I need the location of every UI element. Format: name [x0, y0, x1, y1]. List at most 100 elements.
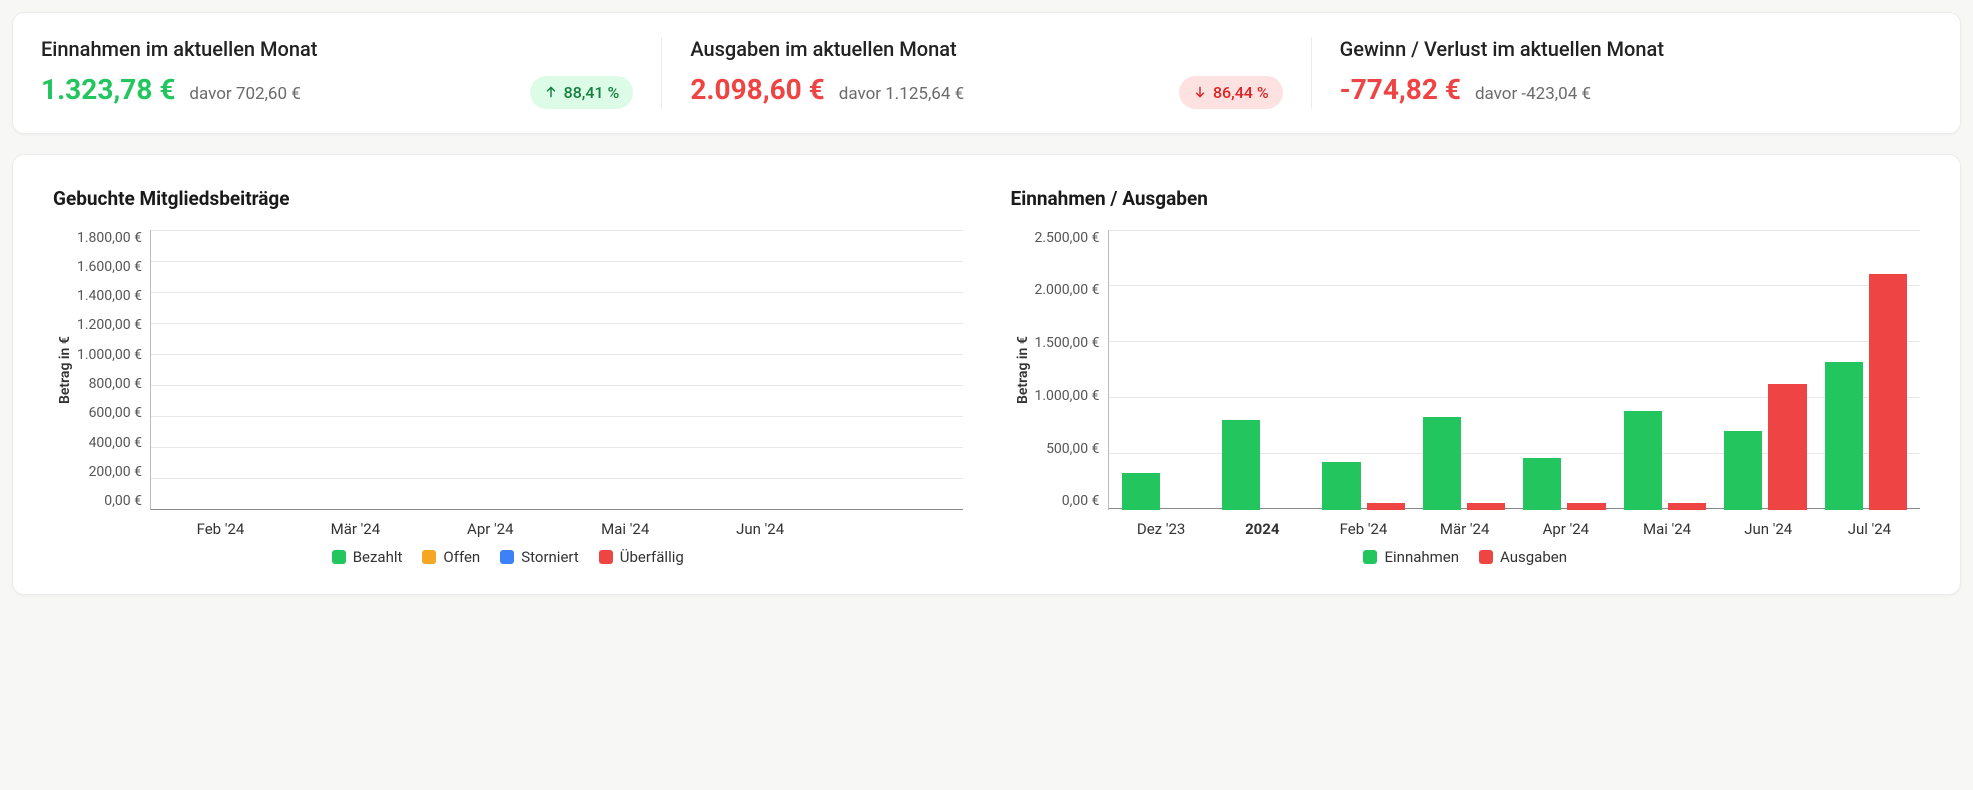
y-tick-label: 400,00 € [89, 435, 142, 451]
x-tick-label: Dez '23 [1111, 520, 1212, 538]
bar-einnahmen[interactable] [1322, 462, 1360, 509]
y-axis-ticks: 1.800,00 €1.600,00 €1.400,00 €1.200,00 €… [77, 230, 150, 510]
kpi-value: 1.323,78 € [41, 73, 175, 106]
kpi-title: Einnahmen im aktuellen Monat [41, 37, 633, 61]
bar-group [1414, 230, 1514, 510]
bar-einnahmen[interactable] [1624, 411, 1662, 510]
kpi-title: Gewinn / Verlust im aktuellen Monat [1340, 37, 1932, 61]
bar-slot [289, 230, 423, 510]
bar-ausgaben[interactable] [1668, 503, 1706, 510]
y-tick-label: 1.500,00 € [1035, 335, 1100, 351]
legend-swatch [332, 550, 346, 564]
legend-label: Offen [443, 548, 480, 566]
x-axis-ticks: Dez '232024Feb '24Mär '24Apr '24Mai '24J… [1011, 510, 1921, 538]
x-tick-label [828, 520, 963, 538]
kpi-previous: davor 1.125,64 € [839, 84, 964, 104]
bar-einnahmen[interactable] [1825, 362, 1863, 510]
y-tick-label: 200,00 € [89, 464, 142, 480]
legend-item[interactable]: Ausgaben [1479, 548, 1567, 566]
kpi-title: Ausgaben im aktuellen Monat [690, 37, 1282, 61]
kpi-delta-text: 86,44 % [1213, 83, 1269, 102]
chart-legend: Einnahmen Ausgaben [1011, 538, 1921, 566]
bar-einnahmen[interactable] [1122, 473, 1160, 510]
y-tick-label: 1.600,00 € [77, 259, 142, 275]
bar-slot [557, 230, 691, 510]
kpi-previous: davor 702,60 € [189, 84, 300, 104]
chart-plot [150, 230, 963, 510]
y-axis-label: Betrag in € [53, 230, 77, 510]
x-tick-label: Jul '24 [1819, 520, 1920, 538]
legend-label: Storniert [521, 548, 579, 566]
y-axis-ticks: 2.500,00 €2.000,00 €1.500,00 €1.000,00 €… [1035, 230, 1108, 510]
chart-title: Gebuchte Mitgliedsbeiträge [53, 187, 963, 210]
x-tick-label: Mai '24 [558, 520, 693, 538]
legend-item[interactable]: Offen [422, 548, 480, 566]
legend-item[interactable]: Storniert [500, 548, 579, 566]
x-tick-label: Mär '24 [1414, 520, 1515, 538]
bar-einnahmen[interactable] [1523, 458, 1561, 510]
y-axis-label: Betrag in € [1011, 230, 1035, 510]
bar-einnahmen[interactable] [1423, 417, 1461, 510]
bar-einnahmen[interactable] [1222, 420, 1260, 510]
kpi-block: Ausgaben im aktuellen Monat 2.098,60 € dav… [662, 37, 1311, 109]
x-tick-label: Jun '24 [693, 520, 828, 538]
x-tick-label: Mär '24 [288, 520, 423, 538]
bar-slot [691, 230, 825, 510]
x-tick-label: Mai '24 [1616, 520, 1717, 538]
arrow-up-icon [544, 85, 558, 99]
bar-group [1715, 230, 1815, 510]
kpi-delta-text: 88,41 % [564, 83, 620, 102]
kpi-card-row: Einnahmen im aktuellen Monat 1.323,78 € da… [12, 12, 1961, 134]
bar-ausgaben[interactable] [1869, 274, 1907, 509]
x-tick-label: Apr '24 [423, 520, 558, 538]
y-tick-label: 1.000,00 € [77, 347, 142, 363]
legend-label: Überfällig [620, 548, 684, 566]
bar-slot [825, 230, 959, 510]
chart-panel-membership-fees: Gebuchte Mitgliedsbeiträge Betrag in € 1… [53, 187, 963, 566]
y-tick-label: 0,00 € [1062, 493, 1100, 509]
bar-group [1113, 230, 1213, 510]
legend-swatch [1363, 550, 1377, 564]
legend-swatch [599, 550, 613, 564]
bar-group [1816, 230, 1916, 510]
y-tick-label: 1.200,00 € [77, 317, 142, 333]
bar-einnahmen[interactable] [1724, 431, 1762, 509]
y-tick-label: 0,00 € [104, 493, 142, 509]
kpi-delta-badge: 88,41 % [530, 76, 634, 109]
legend-swatch [1479, 550, 1493, 564]
x-tick-label: Feb '24 [1313, 520, 1414, 538]
x-tick-label: Feb '24 [153, 520, 288, 538]
y-tick-label: 800,00 € [89, 376, 142, 392]
kpi-previous: davor -423,04 € [1475, 84, 1591, 104]
y-tick-label: 1.000,00 € [1035, 388, 1100, 404]
y-tick-label: 600,00 € [89, 405, 142, 421]
chart-legend: Bezahlt Offen Storniert Überfällig [53, 538, 963, 566]
bar-group [1615, 230, 1715, 510]
charts-card: Gebuchte Mitgliedsbeiträge Betrag in € 1… [12, 154, 1961, 595]
kpi-value: -774,82 € [1340, 73, 1461, 106]
arrow-down-icon [1193, 85, 1207, 99]
kpi-block: Gewinn / Verlust im aktuellen Monat -774,… [1312, 37, 1932, 109]
y-tick-label: 1.800,00 € [77, 230, 142, 246]
chart-plot [1108, 230, 1921, 510]
bar-ausgaben[interactable] [1467, 503, 1505, 509]
x-axis-ticks: Feb '24Mär '24Apr '24Mai '24Jun '24 [53, 510, 963, 538]
bar-ausgaben[interactable] [1768, 384, 1806, 509]
legend-label: Ausgaben [1500, 548, 1567, 566]
y-tick-label: 2.000,00 € [1035, 282, 1100, 298]
chart-panel-income-expenses: Einnahmen / Ausgaben Betrag in € 2.500,0… [1011, 187, 1921, 566]
y-tick-label: 500,00 € [1046, 441, 1099, 457]
kpi-delta-badge: 86,44 % [1179, 76, 1283, 109]
bar-group [1514, 230, 1614, 510]
legend-swatch [422, 550, 436, 564]
kpi-value: 2.098,60 € [690, 73, 824, 106]
bar-group [1213, 230, 1313, 510]
x-tick-label: Jun '24 [1718, 520, 1819, 538]
bar-ausgaben[interactable] [1567, 503, 1605, 509]
legend-item[interactable]: Bezahlt [332, 548, 403, 566]
bar-ausgaben[interactable] [1367, 503, 1405, 510]
legend-item[interactable]: Einnahmen [1363, 548, 1459, 566]
legend-label: Einnahmen [1384, 548, 1459, 566]
legend-item[interactable]: Überfällig [599, 548, 684, 566]
bar-slot [155, 230, 289, 510]
